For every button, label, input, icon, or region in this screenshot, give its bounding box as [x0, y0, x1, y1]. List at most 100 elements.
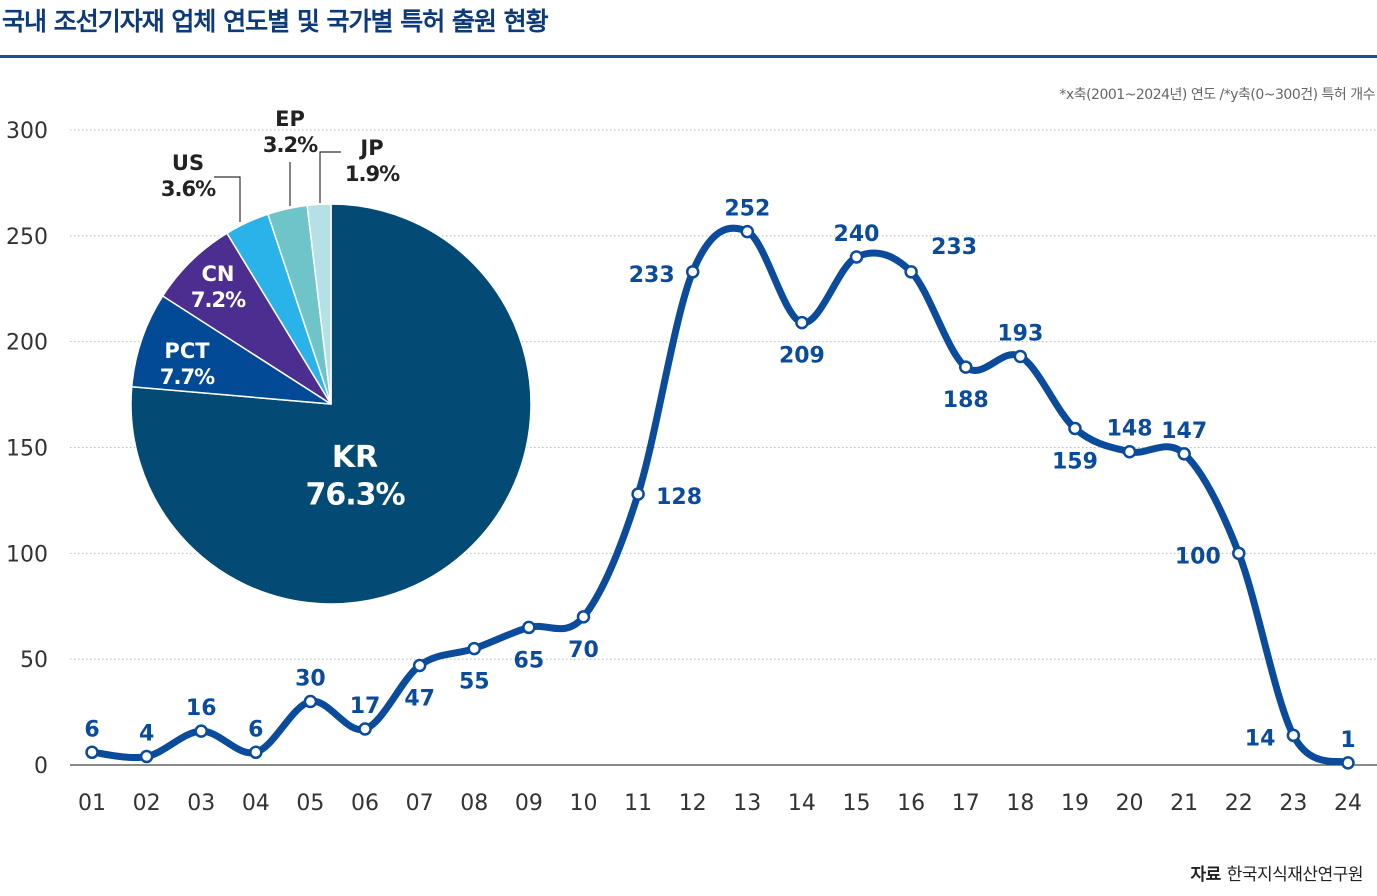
source-credit: 자료 한국지식재산연구원 [1190, 860, 1363, 885]
y-tick-label: 200 [6, 331, 48, 356]
data-point [795, 315, 809, 330]
pie-slice-pct [130, 294, 332, 405]
x-tick-label: 22 [1225, 791, 1253, 816]
y-tick-label: 150 [6, 437, 48, 462]
data-label: 240 [834, 222, 880, 247]
x-tick-label: 04 [242, 791, 270, 816]
x-tick-label: 14 [788, 791, 816, 816]
x-tick-label: 17 [952, 791, 980, 816]
chart-title: 국내 조선기자재 업체 연도별 및 국가별 특허 출원 현황 [2, 7, 549, 36]
leader-line [319, 151, 341, 203]
x-tick-label: 11 [624, 791, 652, 816]
data-label: 6 [248, 717, 263, 742]
pie-percent: 76.3% [305, 478, 405, 513]
data-label: 193 [997, 321, 1043, 346]
data-label: 30 [295, 667, 326, 692]
data-label: 4 [139, 722, 154, 747]
data-label: 233 [629, 263, 675, 288]
data-point [194, 724, 208, 738]
source-name: 한국지식재산연구원 [1226, 865, 1364, 885]
x-tick-label: 13 [733, 791, 761, 816]
data-point [685, 265, 700, 279]
pie-percent: 7.2% [191, 288, 246, 312]
pie-label: PCT [164, 339, 210, 363]
data-point [358, 722, 372, 736]
data-label: 128 [656, 485, 702, 510]
data-point [958, 360, 973, 374]
y-tick-label: 100 [6, 542, 48, 567]
data-label: 148 [1107, 417, 1153, 442]
x-tick-label: 19 [1061, 791, 1089, 816]
data-point [249, 745, 263, 760]
axis-note: *x축(2001~2024년) 연도 /*y축(0~300건) 특허 개수 [1059, 87, 1375, 103]
data-point [412, 658, 427, 673]
data-point [849, 250, 864, 264]
data-label: 17 [350, 694, 381, 719]
x-tick-label: 15 [843, 791, 871, 816]
data-label: 65 [514, 648, 545, 673]
data-point [467, 641, 482, 656]
data-label: 14 [1245, 726, 1276, 751]
data-point [85, 745, 99, 760]
pie-slice-jp [306, 203, 332, 405]
x-tick-label: 18 [1006, 791, 1034, 816]
y-tick-label: 50 [20, 648, 48, 673]
pie-label: KR [332, 440, 378, 475]
data-point [1341, 756, 1355, 770]
pie-label: EP [275, 107, 305, 131]
data-point [740, 224, 755, 239]
data-point [522, 620, 536, 635]
x-tick-label: 12 [679, 791, 707, 816]
data-point [1013, 349, 1028, 364]
data-point [139, 749, 154, 764]
x-tick-label: 10 [569, 791, 597, 816]
pie-percent: 3.6% [161, 177, 216, 201]
x-tick-label: 08 [460, 791, 488, 816]
x-tick-label: 03 [187, 791, 215, 816]
pie-percent: 3.2% [263, 133, 318, 157]
x-tick-label: 05 [296, 791, 324, 816]
data-label: 100 [1175, 544, 1221, 569]
x-tick-label: 24 [1334, 791, 1362, 816]
data-point [1286, 728, 1301, 743]
data-label: 209 [779, 344, 825, 369]
data-label: 47 [404, 687, 435, 712]
x-tick-label: 02 [133, 791, 161, 816]
data-label: 233 [931, 235, 977, 260]
data-label: 159 [1052, 449, 1098, 474]
data-point [1232, 546, 1246, 561]
pie-label: US [172, 151, 204, 175]
x-tick-label: 06 [351, 791, 379, 816]
data-label: 1 [1340, 728, 1355, 753]
data-label: 147 [1161, 419, 1207, 444]
pie-label: CN [202, 262, 235, 286]
series-line [91, 224, 1350, 767]
y-tick-label: 250 [6, 225, 48, 250]
y-tick-label: 0 [34, 754, 48, 779]
source-label: 자료 [1190, 865, 1221, 885]
x-tick-label: 01 [78, 791, 106, 816]
data-point [1068, 421, 1082, 436]
data-point [904, 265, 918, 279]
pie-percent: 7.7% [160, 365, 215, 389]
y-tick-label: 300 [6, 119, 48, 144]
data-label: 6 [84, 717, 99, 742]
x-tick-label: 07 [406, 791, 434, 816]
title-divider [0, 55, 1377, 58]
x-tick-label: 20 [1116, 791, 1144, 816]
x-tick-label: 21 [1170, 791, 1198, 816]
data-point [576, 610, 591, 624]
data-label: 188 [943, 388, 989, 413]
pie-label: JP [358, 136, 383, 160]
data-label: 252 [724, 197, 770, 222]
data-label: 55 [459, 670, 490, 695]
leader-line [214, 176, 241, 222]
data-label: 70 [568, 638, 599, 663]
pie-percent: 1.9% [345, 162, 400, 186]
x-tick-label: 16 [897, 791, 925, 816]
data-point [1122, 444, 1137, 459]
x-tick-label: 09 [515, 791, 543, 816]
data-label: 16 [186, 696, 217, 721]
x-tick-label: 23 [1279, 791, 1307, 816]
